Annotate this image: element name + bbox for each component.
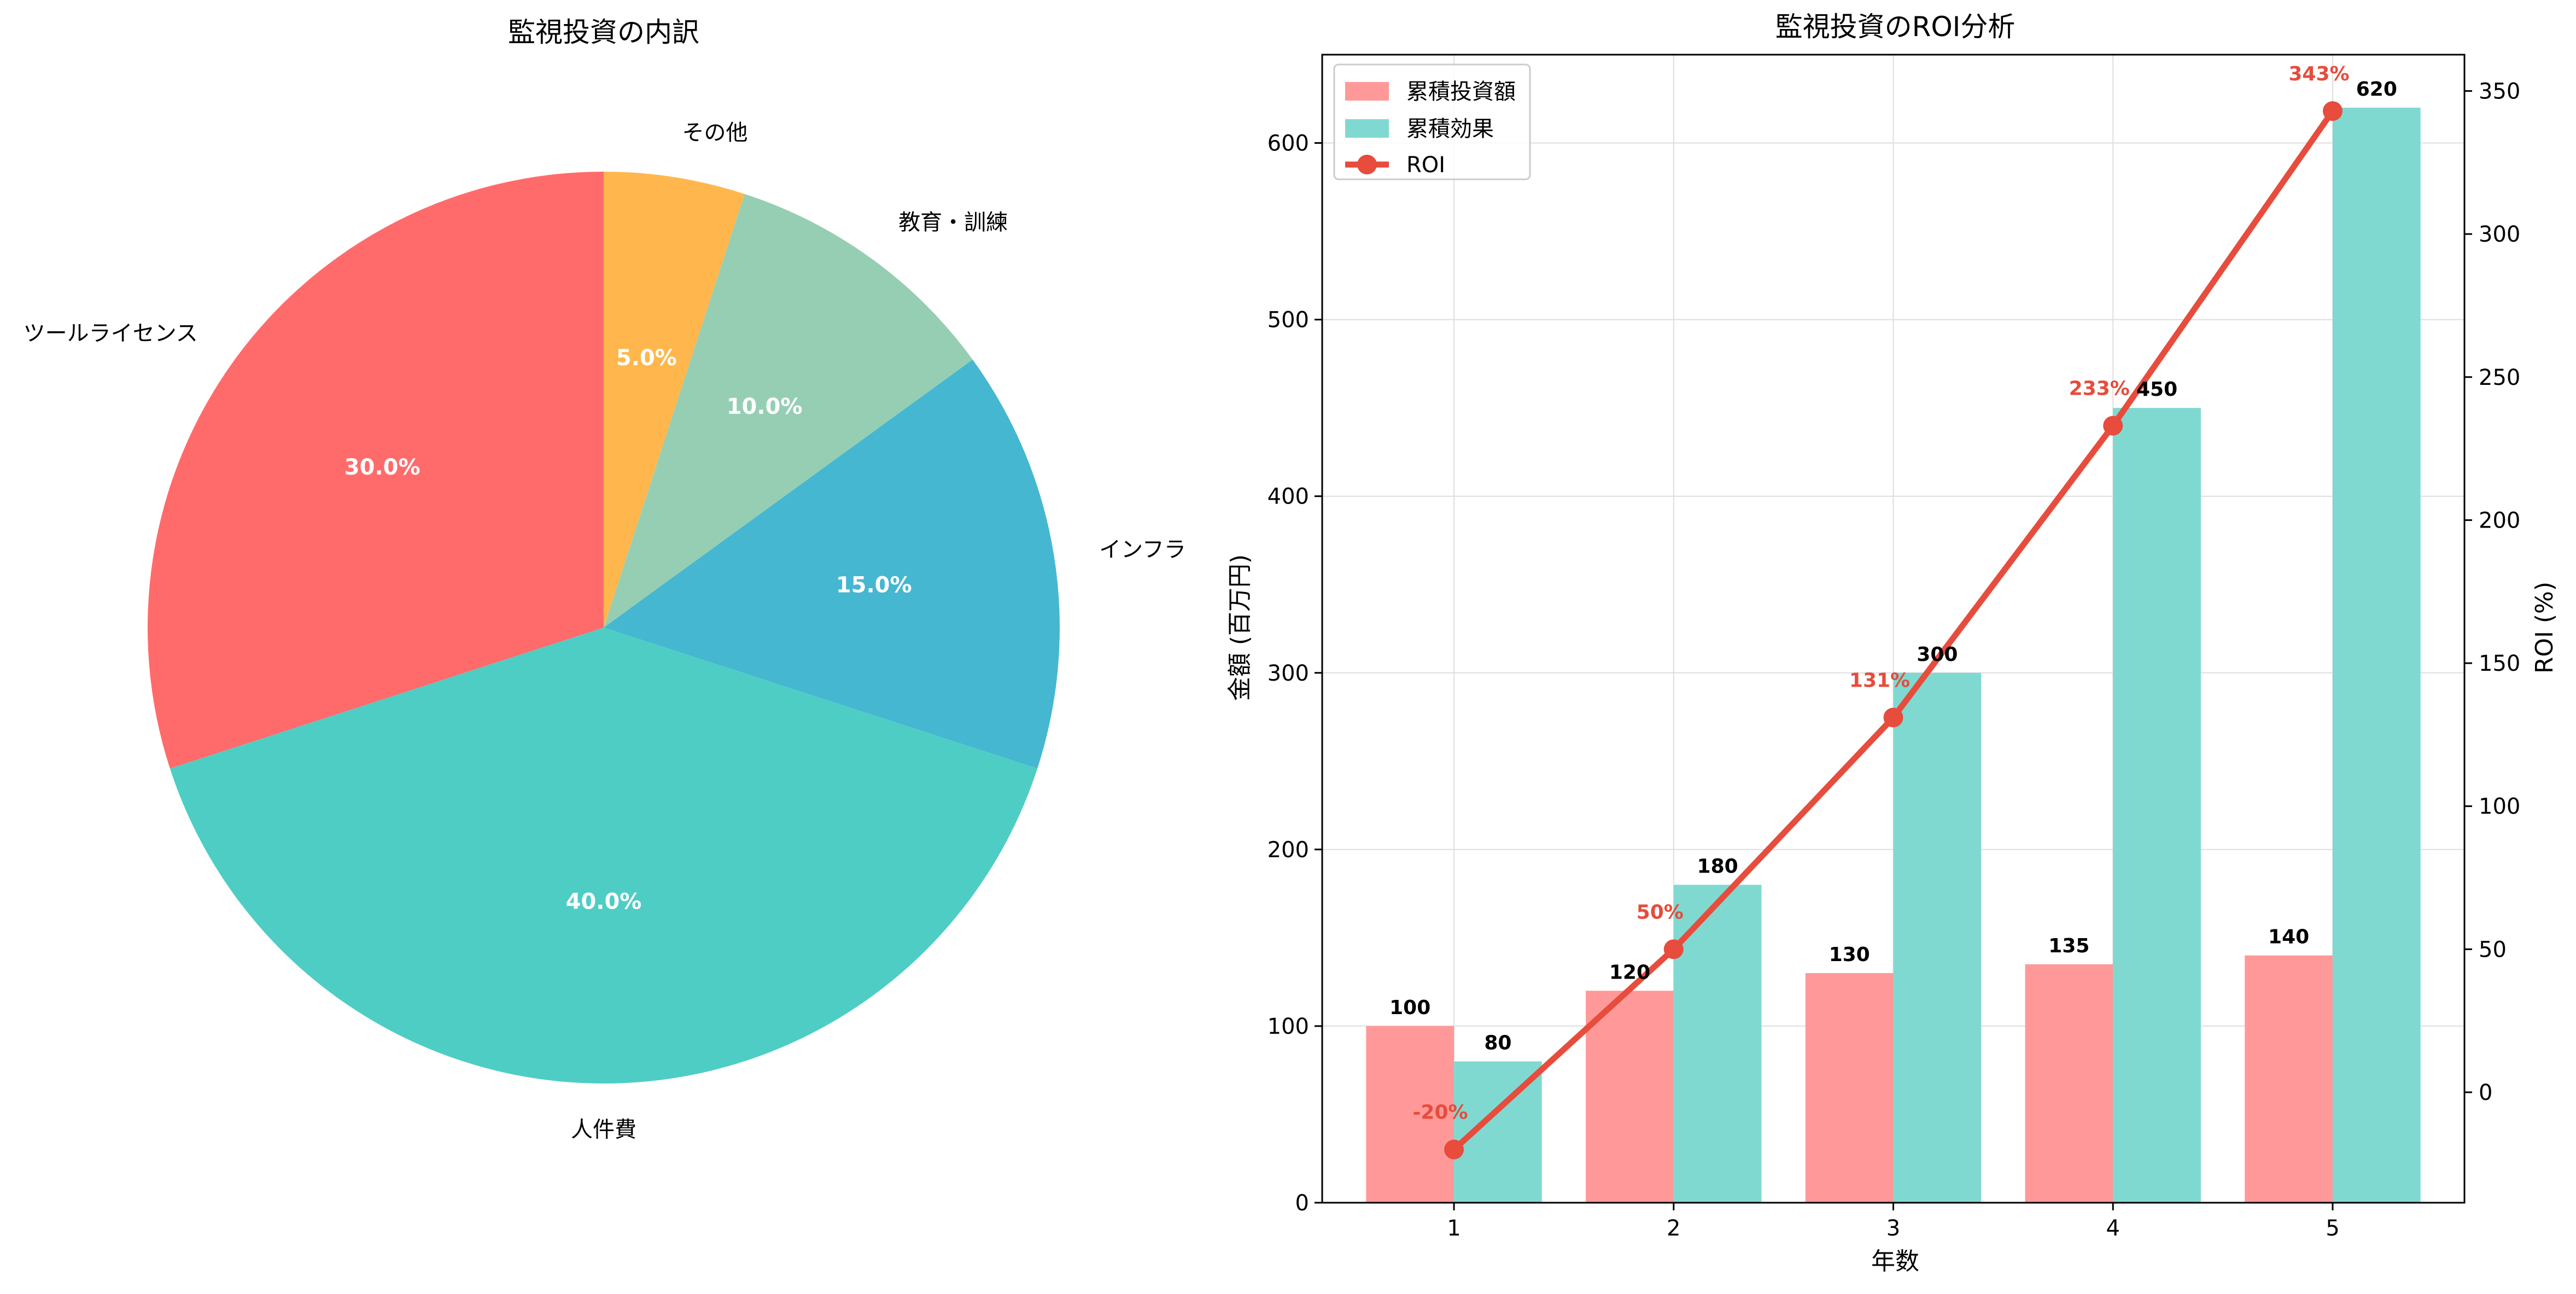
pie-percent-label: 5.0% <box>616 346 677 371</box>
pie-slice <box>604 359 1060 769</box>
pie-slice <box>170 628 1038 1084</box>
x-axis-label: 年数 <box>1871 1248 1919 1275</box>
roi-line-series <box>1444 101 2343 1160</box>
investment-bar <box>1586 991 1674 1203</box>
legend-swatch-effect <box>1345 119 1389 138</box>
roi-data-labels: 100 80 120 180 130 300 135 450 140 620 -20% 50% 131%… <box>1389 63 2397 1124</box>
y-tick-label: 300 <box>1267 661 1309 686</box>
effect-bar <box>2113 408 2201 1203</box>
y2-tick-label: 150 <box>2479 651 2520 676</box>
legend-swatch-investment <box>1345 82 1389 101</box>
pie-category-label: 教育・訓練 <box>898 210 1008 235</box>
y-tick-label: 400 <box>1267 484 1309 510</box>
roi-value-label: 343% <box>2288 63 2349 85</box>
pie-category-label: その他 <box>682 120 748 145</box>
y2-tick-label: 250 <box>2479 365 2520 390</box>
roi-value-label: 131% <box>1849 669 1910 692</box>
roi-value-label: -20% <box>1412 1102 1468 1124</box>
roi-point <box>2322 101 2343 121</box>
pie-slices <box>148 172 1060 1084</box>
pie-category-label: 人件費 <box>571 1117 636 1142</box>
y2-tick-label: 350 <box>2479 79 2520 104</box>
roi-point <box>2103 415 2123 436</box>
x-tick-label: 1 <box>1447 1216 1461 1241</box>
pie-slice <box>604 172 745 628</box>
legend-swatch-roi-marker <box>1357 155 1377 174</box>
effect-value-label: 620 <box>2356 78 2397 101</box>
legend-label-effect: 累積効果 <box>1406 116 1494 142</box>
effect-bar <box>2332 107 2421 1203</box>
y2-tick-label: 50 <box>2479 937 2507 962</box>
investment-bar <box>1805 973 1894 1203</box>
y-axis-label: 金額 (百万円) <box>1226 554 1254 701</box>
pie-percent-label: 40.0% <box>566 889 642 914</box>
pie-chart-panel: 監視投資の内訳 5.0% その他 10.0% 教育・訓練 15.0% インフラ 40.0% 人… <box>24 16 1186 1142</box>
roi-chart-title: 監視投資のROI分析 <box>1775 11 2016 43</box>
effect-value-label: 180 <box>1697 855 1738 877</box>
y-tick-label: 600 <box>1267 131 1309 156</box>
pie-category-label: インフラ <box>1099 537 1186 563</box>
effect-value-label: 80 <box>1484 1032 1511 1055</box>
x-tick-label: 3 <box>1886 1216 1900 1241</box>
pie-slice <box>148 172 604 769</box>
effect-value-label: 300 <box>1917 643 1958 666</box>
roi-bars <box>1366 107 2421 1203</box>
y2-tick-label: 200 <box>2479 508 2520 533</box>
x-tick-label: 2 <box>1667 1216 1680 1241</box>
roi-point <box>1883 707 1903 728</box>
pie-category-label: ツールライセンス <box>24 321 198 346</box>
y-tick-label: 200 <box>1267 838 1309 863</box>
y2-tick-label: 300 <box>2479 222 2520 247</box>
x-tick-label: 5 <box>2326 1216 2339 1241</box>
investment-bar <box>2245 955 2333 1203</box>
pie-chart-title: 監視投資の内訳 <box>508 16 699 48</box>
pie-labels: 5.0% その他 10.0% 教育・訓練 15.0% インフラ 40.0% 人件費 30.0% ツ… <box>24 120 1186 1142</box>
legend-label-roi: ROI <box>1406 153 1445 178</box>
y2-tick-label: 100 <box>2479 794 2520 819</box>
pie-slice <box>604 194 973 628</box>
y2-axis-label: ROI (%) <box>2531 582 2559 674</box>
y-tick-label: 100 <box>1267 1014 1309 1039</box>
pie-percent-label: 30.0% <box>344 455 420 480</box>
roi-value-label: 50% <box>1637 901 1684 923</box>
pie-percent-label: 10.0% <box>727 394 803 419</box>
investment-value-label: 100 <box>1389 997 1430 1019</box>
roi-point <box>1663 939 1684 959</box>
pie-percent-label: 15.0% <box>836 573 912 598</box>
y-tick-label: 0 <box>1295 1191 1309 1216</box>
investment-value-label: 120 <box>1609 961 1650 983</box>
investment-bar <box>2025 964 2113 1203</box>
effect-bar <box>1893 672 1982 1203</box>
investment-value-label: 130 <box>1829 944 1870 966</box>
investment-value-label: 135 <box>2048 935 2089 957</box>
y-tick-label: 500 <box>1267 308 1309 333</box>
investment-bar <box>1366 1026 1455 1203</box>
investment-value-label: 140 <box>2268 926 2309 948</box>
y2-tick-label: 0 <box>2479 1080 2492 1105</box>
legend-label-investment: 累積投資額 <box>1406 79 1516 104</box>
x-tick-label: 4 <box>2106 1216 2120 1241</box>
roi-point <box>1444 1139 1464 1160</box>
roi-axis-ticks: 0100200300400500600050100150200250300350… <box>1267 79 2521 1241</box>
roi-value-label: 233% <box>2069 378 2130 400</box>
effect-value-label: 450 <box>2136 378 2177 401</box>
roi-chart-panel: 監視投資のROI分析 0 100 200 300 400 500 600 0 50 100 150 2… <box>1226 11 2559 1275</box>
